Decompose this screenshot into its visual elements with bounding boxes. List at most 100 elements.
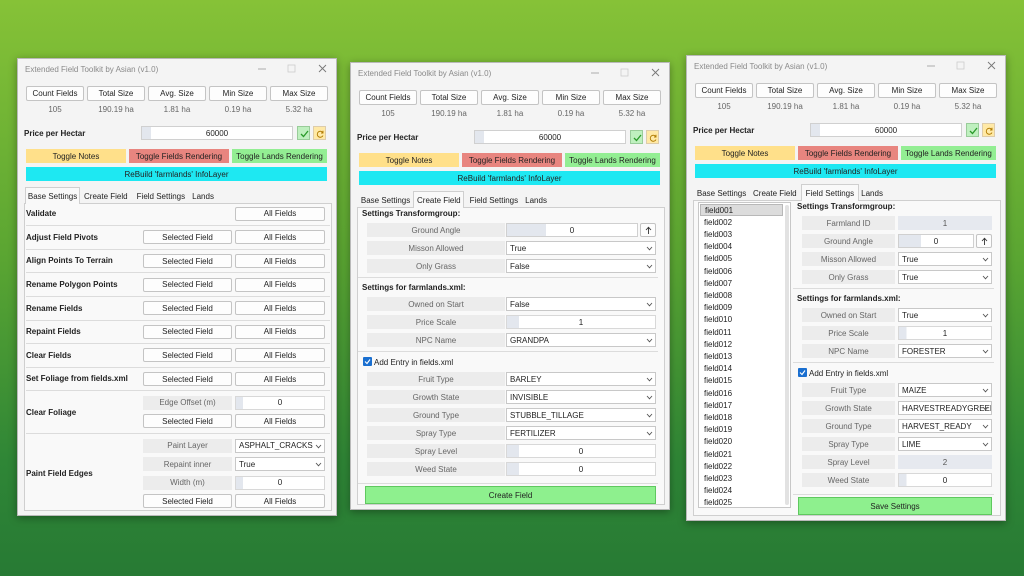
action-button[interactable]: All Fields	[235, 206, 325, 221]
list-item-selected[interactable]: field001	[700, 204, 783, 216]
number-input[interactable]: 0	[898, 473, 992, 487]
number-input[interactable]: 0	[506, 223, 638, 237]
apply-button[interactable]	[297, 126, 310, 140]
stat-button[interactable]: Min Size	[209, 86, 267, 101]
refresh-button[interactable]	[646, 130, 659, 144]
tab[interactable]: Field Settings	[136, 191, 186, 201]
dropdown[interactable]: GRANDPA	[506, 333, 656, 347]
list-item[interactable]: field008	[704, 290, 733, 300]
tab[interactable]: Lands	[861, 188, 883, 198]
toggle-button[interactable]: Toggle Fields Rendering	[798, 146, 898, 160]
list-item[interactable]: field024	[704, 486, 733, 496]
dropdown[interactable]: False	[506, 259, 656, 273]
stat-button[interactable]: Avg. Size	[148, 86, 206, 101]
toggle-button[interactable]: Toggle Lands Rendering	[565, 153, 660, 167]
dropdown[interactable]: HARVESTREADYGREEN	[898, 401, 992, 415]
toggle-button[interactable]: Toggle Lands Rendering	[232, 149, 327, 163]
list-item[interactable]: field010	[704, 315, 733, 325]
dropdown[interactable]: MAIZE	[898, 383, 992, 397]
stat-button[interactable]: Total Size	[756, 83, 814, 98]
stat-button[interactable]: Min Size	[542, 90, 600, 105]
toggle-button[interactable]: Toggle Fields Rendering	[462, 153, 562, 167]
number-input[interactable]: 0	[235, 475, 325, 490]
tab[interactable]: Create Field	[753, 188, 797, 198]
dropdown[interactable]: True	[898, 252, 992, 266]
list-item[interactable]: field005	[704, 254, 733, 264]
stat-button[interactable]: Count Fields	[26, 86, 84, 101]
list-item[interactable]: field018	[704, 412, 733, 422]
stat-button[interactable]: Max Size	[939, 83, 997, 98]
number-input[interactable]: 0	[506, 462, 656, 476]
stat-button[interactable]: Max Size	[603, 90, 661, 105]
action-button[interactable]: Selected Field	[143, 372, 232, 386]
up-button[interactable]	[640, 223, 656, 237]
tab[interactable]: Field Settings	[469, 195, 519, 205]
rebuild-button[interactable]: ReBuild 'farmlands' InfoLayer	[359, 171, 660, 185]
price-input[interactable]: 60000	[474, 130, 626, 144]
action-button[interactable]: Selected Field	[143, 230, 232, 245]
tab[interactable]: Base Settings	[696, 188, 747, 198]
number-input[interactable]: 0	[235, 395, 325, 410]
checkbox[interactable]	[363, 357, 372, 366]
dropdown[interactable]: STUBBLE_TILLAGE	[506, 408, 656, 422]
tab-active[interactable]: Base Settings	[25, 187, 81, 204]
dropdown[interactable]: LIME	[898, 437, 992, 451]
dropdown[interactable]: True	[898, 270, 992, 284]
apply-button[interactable]	[966, 123, 979, 137]
list-item[interactable]: field025	[704, 498, 733, 508]
list-item[interactable]: field014	[704, 364, 733, 374]
action-button[interactable]: Selected Field	[143, 301, 232, 316]
number-input[interactable]: 0	[898, 234, 974, 248]
dropdown[interactable]: FERTILIZER	[506, 426, 656, 440]
tab[interactable]: Lands	[525, 195, 547, 205]
list-item[interactable]: field004	[704, 242, 733, 252]
price-input[interactable]: 60000	[810, 123, 962, 137]
checkbox[interactable]	[798, 368, 807, 377]
primary-button[interactable]: Create Field	[365, 486, 656, 504]
dropdown[interactable]: True	[506, 241, 656, 255]
action-button[interactable]: All Fields	[235, 230, 325, 245]
list-item[interactable]: field003	[704, 229, 733, 239]
rebuild-button[interactable]: ReBuild 'farmlands' InfoLayer	[26, 167, 327, 181]
list-item[interactable]: field007	[704, 278, 733, 288]
list-item[interactable]: field013	[704, 351, 733, 361]
toggle-button[interactable]: Toggle Fields Rendering	[129, 149, 229, 163]
dropdown[interactable]: ASPHALT_CRACKS	[235, 438, 325, 453]
toggle-button[interactable]: Toggle Notes	[695, 146, 795, 160]
stat-button[interactable]: Max Size	[270, 86, 328, 101]
action-button[interactable]: All Fields	[235, 372, 325, 386]
tab[interactable]: Base Settings	[360, 195, 411, 205]
number-input[interactable]: 1	[506, 315, 656, 329]
action-button[interactable]: Selected Field	[143, 494, 232, 509]
list-item[interactable]: field021	[704, 449, 733, 459]
list-item[interactable]: field017	[704, 400, 733, 410]
refresh-button[interactable]	[313, 126, 326, 140]
list-item[interactable]: field023	[704, 473, 733, 483]
dropdown[interactable]: HARVEST_READY	[898, 419, 992, 433]
action-button[interactable]: Selected Field	[143, 414, 232, 429]
list-item[interactable]: field006	[704, 266, 733, 276]
number-input[interactable]: 1	[898, 326, 992, 340]
primary-button[interactable]: Save Settings	[798, 497, 992, 515]
action-button[interactable]: Selected Field	[143, 254, 232, 268]
stat-button[interactable]: Total Size	[420, 90, 478, 105]
stat-button[interactable]: Min Size	[878, 83, 936, 98]
dropdown[interactable]: True	[235, 457, 325, 472]
up-button[interactable]	[976, 234, 992, 248]
stat-button[interactable]: Count Fields	[359, 90, 417, 105]
stat-button[interactable]: Total Size	[87, 86, 145, 101]
dropdown[interactable]: FORESTER	[898, 344, 992, 358]
list-item[interactable]: field012	[704, 339, 733, 349]
number-input[interactable]: 0	[506, 444, 656, 458]
list-item[interactable]: field019	[704, 425, 733, 435]
dropdown[interactable]: False	[506, 297, 656, 311]
action-button[interactable]: All Fields	[235, 324, 325, 339]
action-button[interactable]: Selected Field	[143, 348, 232, 363]
dropdown[interactable]: True	[898, 308, 992, 322]
list-item[interactable]: field009	[704, 303, 733, 313]
toggle-button[interactable]: Toggle Notes	[359, 153, 459, 167]
dropdown[interactable]: INVISIBLE	[506, 390, 656, 404]
action-button[interactable]: All Fields	[235, 254, 325, 268]
rebuild-button[interactable]: ReBuild 'farmlands' InfoLayer	[695, 164, 996, 178]
action-button[interactable]: All Fields	[235, 348, 325, 363]
